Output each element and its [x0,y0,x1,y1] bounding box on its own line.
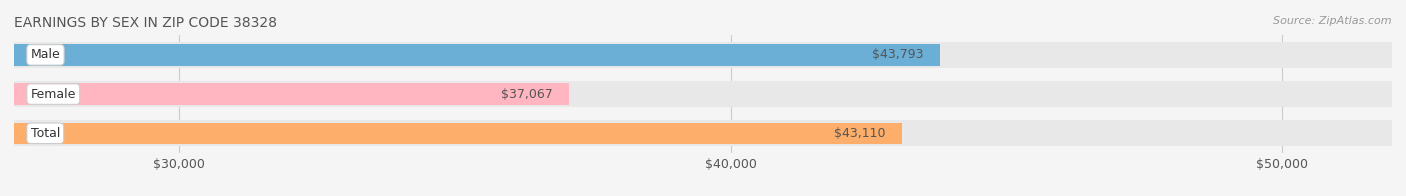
Bar [14,81,1392,107]
Text: Female: Female [31,88,76,101]
Text: $43,110: $43,110 [834,127,886,140]
Bar [14,42,1392,68]
Text: Male: Male [31,48,60,61]
Bar [14,44,939,66]
Bar [14,120,1392,146]
Text: EARNINGS BY SEX IN ZIP CODE 38328: EARNINGS BY SEX IN ZIP CODE 38328 [14,16,277,30]
Bar [14,83,569,105]
Text: Total: Total [31,127,60,140]
Text: $43,793: $43,793 [872,48,924,61]
Text: $37,067: $37,067 [501,88,553,101]
Text: Source: ZipAtlas.com: Source: ZipAtlas.com [1274,16,1392,26]
Bar [14,122,903,144]
